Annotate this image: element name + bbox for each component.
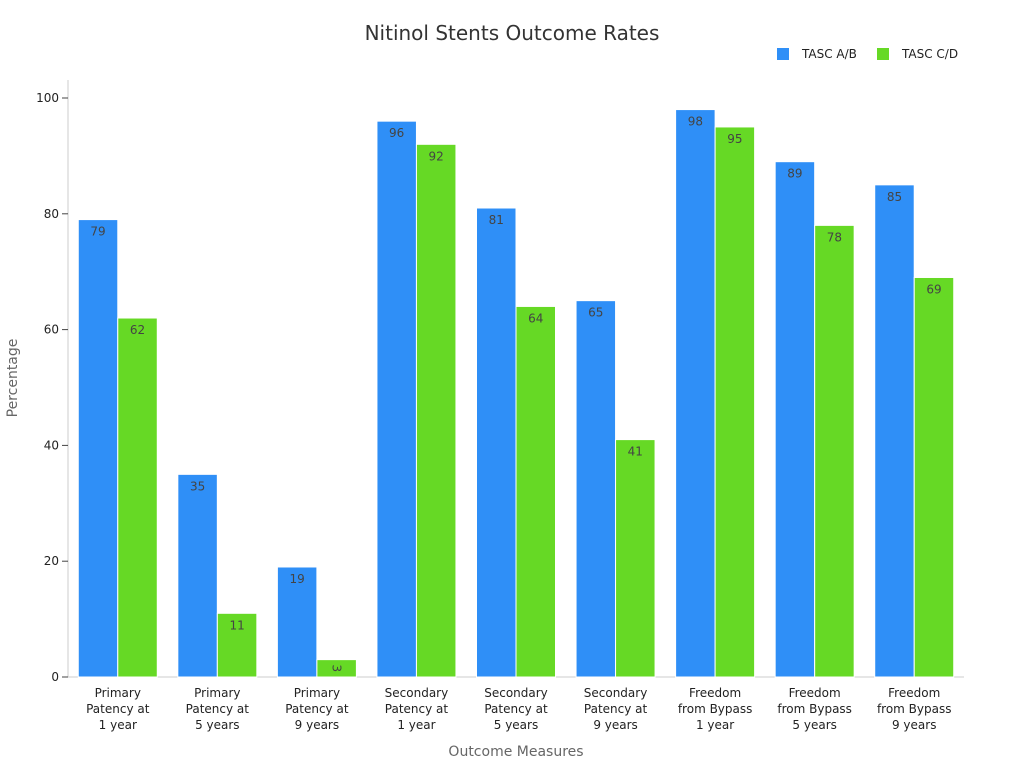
x-tick-label-line: Secondary [584, 686, 648, 700]
legend: TASC A/B TASC C/D [777, 47, 958, 61]
bar [376, 120, 417, 678]
bar-value-label: 95 [727, 132, 742, 146]
bar-value-label: 41 [628, 445, 643, 459]
bar [874, 184, 915, 678]
x-tick-label-line: from Bypass [678, 702, 753, 716]
bar-value-label: 98 [688, 115, 703, 129]
y-axis-ticks: 0 20 40 60 80 100 [36, 91, 68, 684]
x-tick-label-line: 5 years [494, 718, 538, 732]
y-tick-label: 60 [44, 323, 59, 337]
x-tick-label-line: Secondary [484, 686, 548, 700]
x-tick-label: Secondary Patency at 1 year [385, 686, 449, 732]
x-tick-label: Secondary Patency at 9 years [584, 686, 648, 732]
x-axis-labels: Primary Patency at 1 year Primary Patency at… [86, 686, 951, 732]
x-tick-label-line: 1 year [397, 718, 435, 732]
chart-title: Nitinol Stents Outcome Rates [365, 21, 660, 45]
x-tick-label-line: Freedom [689, 686, 741, 700]
y-axis-title: Percentage [5, 339, 21, 418]
bar-value-label: 78 [827, 230, 842, 244]
x-tick-label: Secondary Patency at 5 years [484, 686, 548, 732]
bar [415, 143, 457, 678]
bar [515, 305, 556, 678]
bar-value-label: 35 [190, 479, 205, 493]
x-tick-label-line: 5 years [195, 718, 239, 732]
y-tick-label: 80 [44, 207, 59, 221]
bar [117, 317, 158, 678]
bar-value-label: 69 [926, 282, 941, 296]
bar [774, 161, 816, 678]
x-tick-label-line: 9 years [892, 718, 936, 732]
bars [77, 109, 955, 678]
bar [276, 566, 318, 678]
x-tick-label-line: Patency at [186, 702, 250, 716]
bar-value-label: 3 [330, 664, 344, 672]
x-tick-label-line: Patency at [285, 702, 349, 716]
bar-labels: 79 62 35 11 19 3 96 92 81 64 65 41 98 95 89 78 85 69 [90, 115, 941, 673]
bar [316, 659, 357, 678]
x-tick-label-line: Patency at [86, 702, 150, 716]
x-tick-label-line: Patency at [484, 702, 548, 716]
legend-swatch-tasc-cd [877, 48, 889, 60]
legend-label-tasc-ab: TASC A/B [801, 47, 857, 61]
bar-value-label: 81 [489, 213, 504, 227]
x-tick-label-line: from Bypass [877, 702, 952, 716]
legend-swatch-tasc-ab [777, 48, 789, 60]
bar-value-label: 92 [429, 149, 444, 163]
x-tick-label: Freedom from Bypass 9 years [877, 686, 952, 732]
y-tick-label: 0 [51, 670, 59, 684]
x-tick-label-line: 9 years [295, 718, 339, 732]
bar [714, 126, 756, 678]
x-tick-label-line: Patency at [385, 702, 449, 716]
bar-value-label: 96 [389, 126, 404, 140]
bar-value-label: 64 [528, 311, 543, 325]
x-tick-label-line: Primary [294, 686, 340, 700]
bar-value-label: 65 [588, 306, 603, 320]
x-tick-label: Primary Patency at 9 years [285, 686, 349, 732]
bar [216, 612, 258, 678]
bar-value-label: 89 [787, 167, 802, 181]
x-tick-label-line: from Bypass [777, 702, 852, 716]
bar [575, 300, 617, 678]
x-tick-label: Freedom from Bypass 1 year [678, 686, 753, 732]
bar-value-label: 62 [130, 323, 145, 337]
bar-value-label: 19 [289, 572, 304, 586]
bar [177, 473, 218, 678]
bar [615, 439, 656, 678]
x-tick-label-line: Freedom [789, 686, 841, 700]
x-tick-label-line: 1 year [99, 718, 137, 732]
legend-label-tasc-cd: TASC C/D [901, 47, 958, 61]
x-tick-label-line: Patency at [584, 702, 648, 716]
x-tick-label-line: 9 years [593, 718, 637, 732]
x-tick-label-line: Primary [194, 686, 240, 700]
bar [675, 109, 716, 678]
bar [476, 207, 517, 678]
x-tick-label: Freedom from Bypass 5 years [777, 686, 852, 732]
bar [814, 224, 855, 678]
y-tick-label: 40 [44, 438, 59, 452]
bar-value-label: 11 [229, 618, 244, 632]
y-tick-label: 20 [44, 554, 59, 568]
x-tick-label-line: 1 year [696, 718, 734, 732]
bar-value-label: 85 [887, 190, 902, 204]
bar [77, 219, 119, 678]
x-tick-label-line: Primary [95, 686, 141, 700]
x-tick-label: Primary Patency at 1 year [86, 686, 150, 732]
x-tick-label-line: Freedom [888, 686, 940, 700]
y-tick-label: 100 [36, 91, 59, 105]
x-tick-label-line: 5 years [792, 718, 836, 732]
bar [913, 276, 955, 678]
x-tick-label-line: Secondary [385, 686, 449, 700]
x-tick-label: Primary Patency at 5 years [186, 686, 250, 732]
bar-value-label: 79 [90, 225, 105, 239]
x-axis-title: Outcome Measures [448, 744, 583, 760]
